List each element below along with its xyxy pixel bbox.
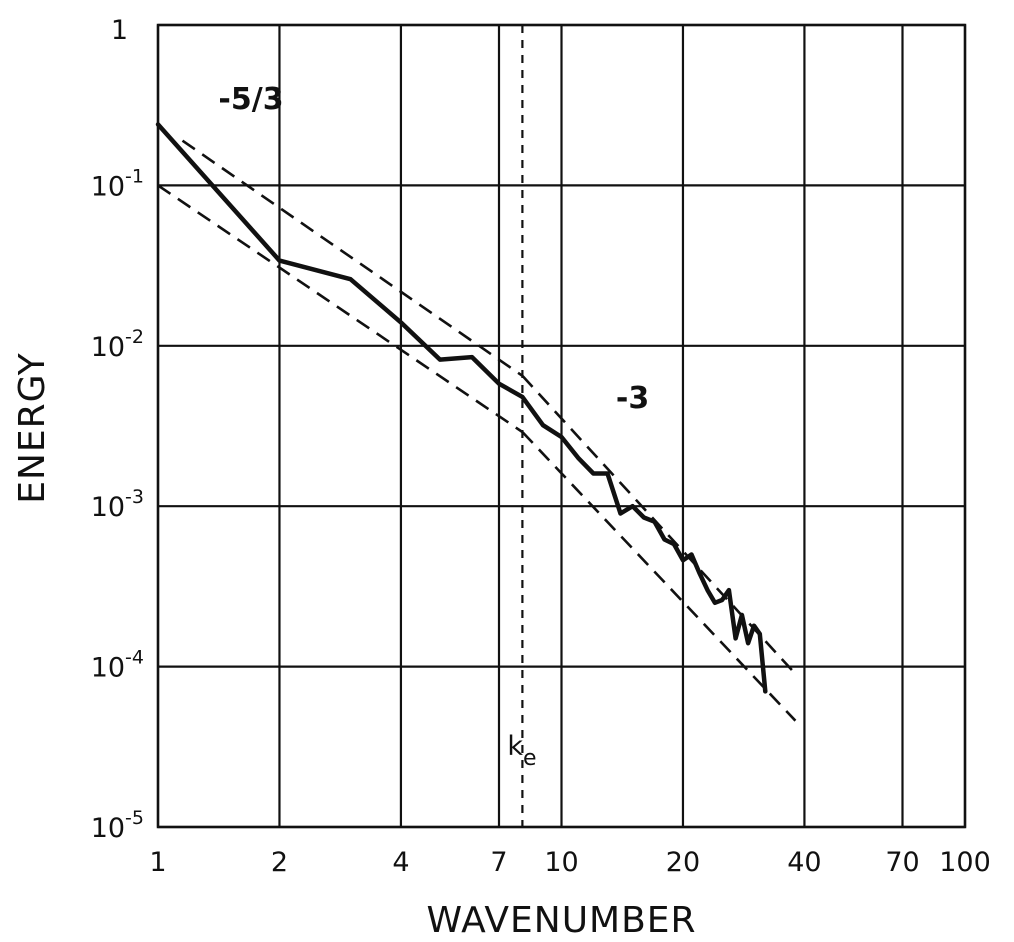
x-tick-label: 10 (544, 847, 578, 878)
reference-line (521, 374, 797, 675)
data-point (576, 456, 580, 460)
data-point (746, 641, 750, 645)
y-tick-label: 10-2 (91, 326, 144, 363)
ke-label: ke (507, 731, 536, 771)
series (155, 122, 768, 694)
y-tick-labels: 1 10-1 10-2 10-3 10-4 10-5 (91, 15, 144, 844)
data-point (156, 122, 160, 127)
x-tick-label: 2 (271, 847, 288, 878)
data-point (705, 588, 710, 592)
data-point (399, 320, 403, 324)
data-point (559, 435, 564, 439)
x-tick-labels: 1 2 4 7 10 20 40 70 100 (149, 847, 990, 878)
x-axis-title: WAVENUMBER (426, 900, 696, 941)
data-point (497, 382, 501, 386)
data-point (520, 395, 524, 399)
data-point (698, 572, 702, 576)
reference-line (521, 431, 797, 722)
slope-annotation: -5/3 (218, 82, 283, 117)
data-point (591, 471, 596, 476)
x-tick-label: 100 (939, 847, 991, 878)
y-tick-label: 10-3 (91, 486, 144, 523)
x-tick-label: 1 (149, 847, 166, 878)
y-tick-label: 10-5 (91, 807, 144, 844)
data-point (727, 588, 731, 592)
data-point (348, 277, 353, 281)
x-tick-label: 4 (392, 847, 409, 878)
reference-line (157, 184, 524, 434)
data-point (630, 504, 635, 508)
data-point (689, 552, 694, 557)
slope-annotation: -3 (616, 381, 649, 416)
data-point (277, 258, 282, 263)
annotations: -5/3 -3 (218, 82, 649, 416)
energy-series-line (155, 122, 768, 694)
data-point (752, 624, 756, 628)
y-axis-title: ENERGY (12, 352, 53, 504)
data-point (758, 632, 762, 636)
data-point (605, 471, 610, 476)
y-tick-label: 10-4 (91, 647, 144, 684)
data-point (733, 636, 738, 640)
data-point (652, 520, 657, 524)
data-point (720, 598, 724, 602)
data-point (618, 511, 623, 516)
data-point (470, 355, 474, 359)
x-tick-label: 7 (490, 847, 507, 878)
data-point (763, 689, 767, 694)
x-tick-label: 70 (885, 847, 919, 878)
ke-marker: ke (507, 25, 537, 827)
data-point (672, 542, 676, 546)
data-point (740, 613, 744, 617)
reference-line (181, 139, 524, 377)
x-tick-label: 20 (666, 847, 700, 878)
y-tick-label: 1 (111, 15, 128, 46)
data-point (642, 515, 646, 520)
reference-lines (157, 139, 797, 722)
data-point (438, 358, 442, 362)
data-point (541, 423, 545, 427)
plot-frame (156, 23, 967, 829)
data-point (662, 537, 667, 542)
data-point (681, 558, 685, 562)
grid (156, 23, 967, 829)
x-tick-label: 40 (787, 847, 821, 878)
y-tick-label: 10-1 (91, 165, 144, 202)
data-point (713, 601, 717, 605)
